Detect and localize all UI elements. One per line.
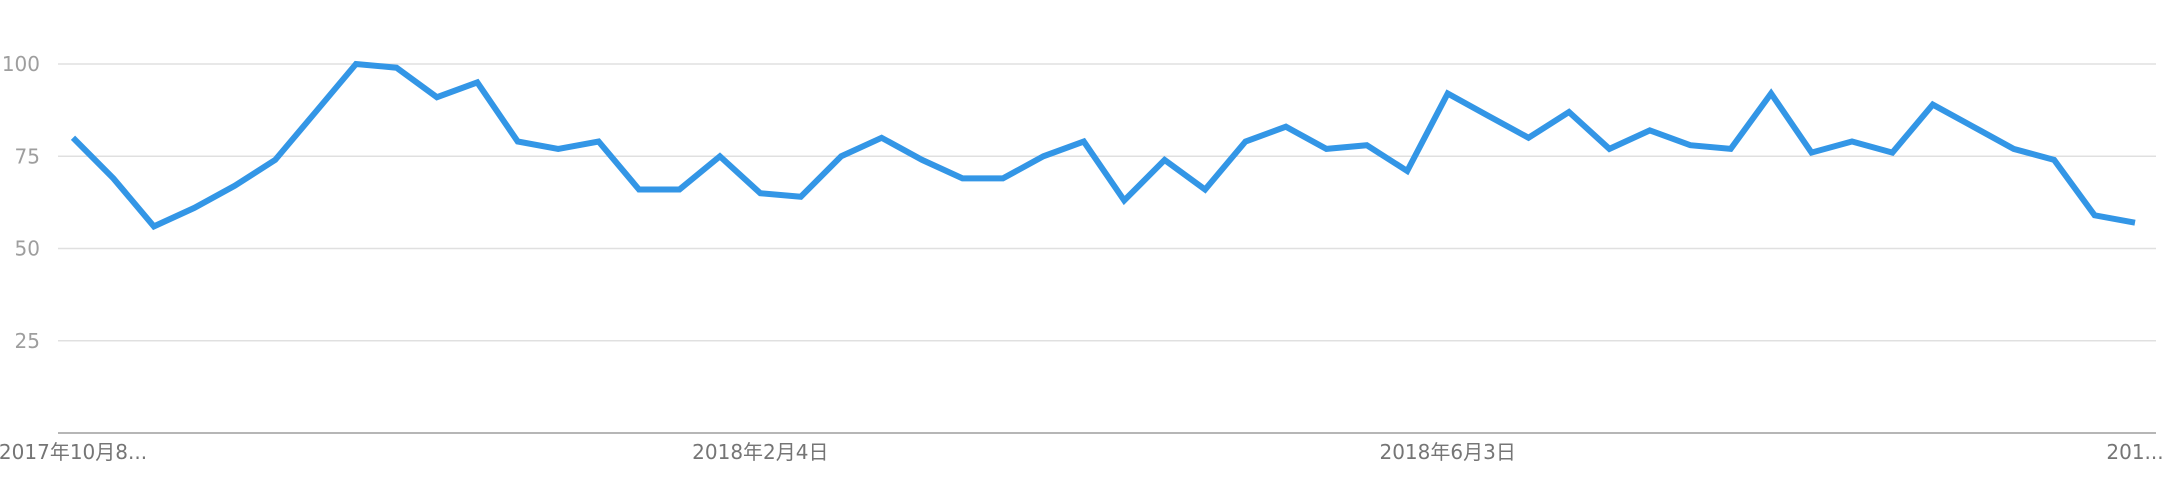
data-point <box>1445 91 1451 97</box>
data-point <box>1000 175 1006 181</box>
x-tick-label-1: 2018年2月4日 <box>692 440 828 464</box>
y-tick-label-75: 75 <box>15 144 40 168</box>
data-point <box>1930 102 1936 108</box>
data-point <box>1243 138 1249 144</box>
data-point <box>1323 146 1329 152</box>
y-tick-label-25: 25 <box>15 329 40 353</box>
data-point <box>1647 127 1653 133</box>
data-point <box>110 175 116 181</box>
data-point <box>2132 220 2138 226</box>
data-point <box>1687 142 1693 148</box>
data-point <box>919 157 925 163</box>
data-point <box>636 186 642 192</box>
data-point <box>838 153 844 159</box>
x-tick-label-3: 201... <box>2106 440 2163 464</box>
data-point <box>70 135 76 141</box>
data-point <box>959 175 965 181</box>
data-point <box>1849 138 1855 144</box>
data-point <box>151 223 157 229</box>
data-point <box>474 79 480 85</box>
data-point <box>1202 186 1208 192</box>
data-point <box>2011 146 2017 152</box>
data-point <box>232 183 238 189</box>
data-point <box>1889 150 1895 156</box>
y-tick-label-100: 100 <box>2 52 40 76</box>
data-point <box>2051 157 2057 163</box>
data-point <box>676 186 682 192</box>
data-point <box>1566 109 1572 115</box>
x-tick-label-0: 2017年10月8... <box>0 440 147 464</box>
data-point <box>757 190 763 196</box>
data-point <box>1121 198 1127 204</box>
data-point <box>1809 150 1815 156</box>
data-point <box>1526 135 1532 141</box>
data-point <box>393 65 399 71</box>
data-point <box>353 61 359 67</box>
data-point <box>1768 91 1774 97</box>
data-point <box>717 153 723 159</box>
data-point <box>1485 113 1491 119</box>
series-layer <box>70 60 2138 231</box>
data-point <box>272 157 278 163</box>
data-point <box>313 109 319 115</box>
data-point <box>1081 138 1087 144</box>
x-tick-label-2: 2018年6月3日 <box>1379 440 1515 464</box>
data-point <box>191 205 197 211</box>
x-axis: 2017年10月8... 2018年2月4日 2018年6月3日 201... <box>0 432 2164 464</box>
data-point <box>434 94 440 100</box>
series-line-0 <box>70 60 2136 231</box>
y-tick-label-50: 50 <box>15 237 40 261</box>
data-point <box>879 135 885 141</box>
data-point <box>1162 157 1168 163</box>
data-point <box>515 138 521 144</box>
data-point <box>1606 146 1612 152</box>
y-axis-labels: 25 50 75 100 <box>2 52 40 353</box>
data-point <box>555 146 561 152</box>
data-point <box>2092 212 2098 218</box>
data-point <box>1040 153 1046 159</box>
data-point <box>1283 124 1289 130</box>
data-point <box>1404 168 1410 174</box>
data-point <box>1970 124 1976 130</box>
data-point <box>1728 146 1734 152</box>
data-point <box>596 138 602 144</box>
data-point <box>1364 142 1370 148</box>
grid-layer <box>58 63 2156 342</box>
data-point <box>798 194 804 200</box>
